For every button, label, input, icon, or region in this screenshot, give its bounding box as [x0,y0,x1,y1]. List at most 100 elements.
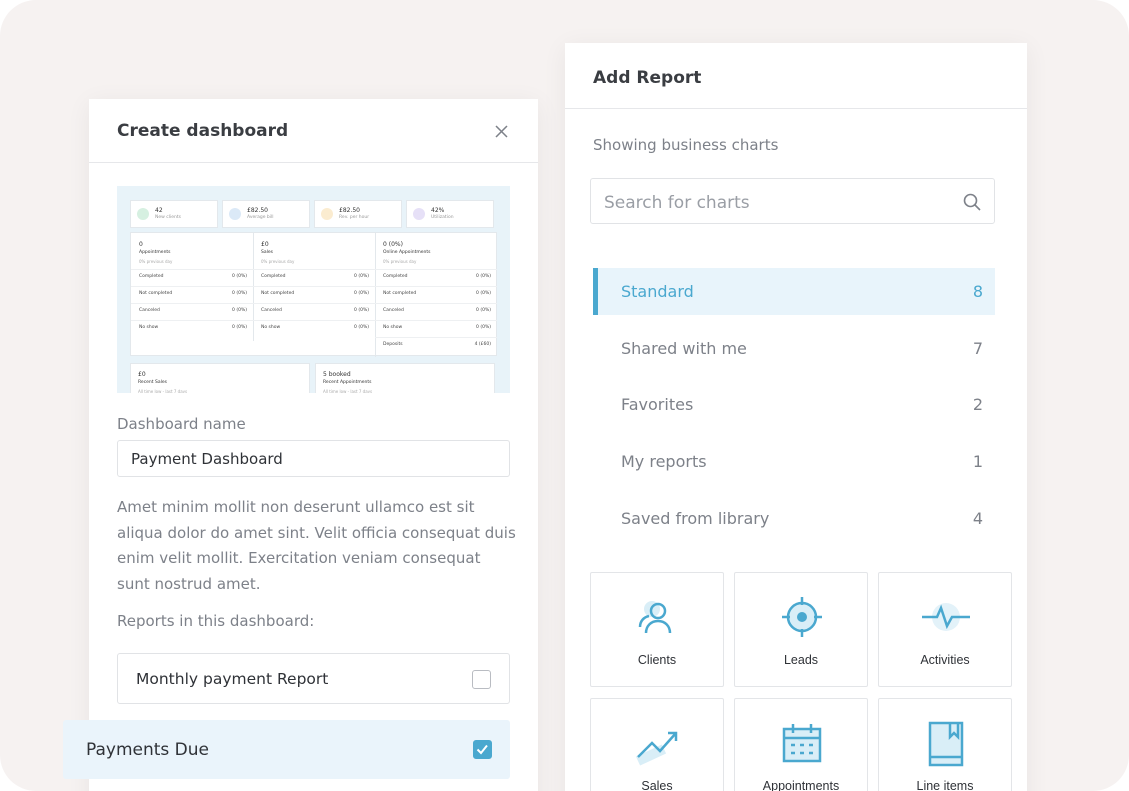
stat-label: New clients [155,215,181,220]
row-label: Not completed [383,291,417,296]
stat-value: £82.50 [247,207,268,214]
row-value: 0 (0%) [354,308,369,313]
stat-label: Average bill [247,215,274,220]
tile-icon [635,731,678,766]
col-divider [253,233,254,341]
col-title: Sales [261,250,273,255]
tile-label: Appointments [762,779,840,791]
category-item[interactable]: Shared with me 7 [593,325,995,372]
stat-label: Rev. per hour [339,215,370,220]
stat-icon [229,208,241,220]
row-divider [253,320,375,321]
row-divider [375,286,497,287]
tile-label: Line items [916,779,974,791]
stat-value: £82.50 [339,207,360,214]
category-item[interactable]: My reports 1 [593,438,995,485]
row-value: 0 (0%) [232,325,247,330]
row-divider [375,337,497,338]
field-label: Dashboard name [117,415,246,433]
tile-icon [922,603,970,631]
col-value: 0 (0%) [383,241,403,248]
row-label: Completed [383,274,408,279]
row-label: Canceled [383,308,404,313]
report-tile[interactable]: Appointments [734,698,868,791]
report-tile[interactable]: Line items [878,698,1012,791]
tile-label: Activities [920,653,970,667]
stat-card: £82.50 Rev. per hour [314,200,402,228]
tile-icon [638,601,672,634]
category-item[interactable]: Saved from library 4 [593,495,995,542]
search-input[interactable]: Search for charts [590,178,995,224]
name-input[interactable]: Payment Dashboard [117,440,510,477]
search-icon [963,193,981,211]
tile-icon [928,721,964,767]
report-tile[interactable]: Clients [590,572,724,687]
report-tile[interactable]: Leads [734,572,868,687]
row-value: 0 (0%) [232,274,247,279]
stat-value: 42 [155,207,163,214]
col-value: £0 [261,241,269,248]
recent-card: 5 booked Recent Appointments All time low … [315,363,495,393]
checkbox[interactable] [473,739,492,759]
row-value: 0 (0%) [354,291,369,296]
col-value: 0 [139,241,143,248]
category-name: Shared with me [621,338,747,358]
search-placeholder: Search for charts [604,193,750,213]
row-value: 0 (0%) [232,308,247,313]
reports-label: Reports in this dashboard: [117,612,315,630]
category-name: Favorites [621,395,694,415]
row-value: 0 (0%) [476,291,491,296]
row-value: 0 (0%) [232,291,247,296]
tile-icon [782,724,822,763]
checkbox[interactable] [472,669,491,689]
category-count: 7 [972,338,983,358]
category-item[interactable]: Standard 8 [593,268,995,315]
row-value: 0 (0%) [476,274,491,279]
report-row[interactable]: Monthly payment Report [117,653,510,704]
category-item[interactable]: Favorites 2 [593,381,995,428]
recent-sub: All time low - last 7 days [323,389,373,393]
recent-title: Recent Appointments [323,380,372,385]
panel-title: Create dashboard [117,121,289,141]
dashboard-preview: 42 New clients £82.50 Average bill £82.50 Rev… [117,186,510,393]
recent-card: £0 Recent Sales All time low - last 7 days [130,363,310,393]
row-label: Canceled [261,308,282,313]
description: Amet minim mollit non deserunt ullamco e… [117,498,516,593]
row-label: No show [383,325,403,330]
category-count: 2 [972,395,983,415]
close-button[interactable] [495,125,508,138]
col-sub: 0% previous day [261,259,295,264]
col-sub: 0% previous day [383,259,417,264]
category-name: Saved from library [621,508,770,528]
row-label: Deposits [383,342,403,347]
category-count: 8 [972,282,983,301]
stat-card: 42 New clients [130,200,218,228]
stat-icon [137,208,149,220]
row-value: 4 (£60) [474,342,491,347]
report-name: Payments Due [86,739,210,760]
row-label: Canceled [139,308,160,313]
divider [89,162,538,163]
input-value: Payment Dashboard [131,450,283,468]
report-tile[interactable]: Activities [878,572,1012,687]
report-row[interactable]: Payments Due [63,720,510,779]
row-divider [131,320,253,321]
stat-label: Utilization [431,215,454,220]
category-name: Standard [621,282,694,301]
row-label: Not completed [139,291,173,296]
row-value: 0 (0%) [354,325,369,330]
row-value: 0 (0%) [354,274,369,279]
row-value: 0 (0%) [476,325,491,330]
row-label: No show [139,325,159,330]
row-divider [375,320,497,321]
category-name: My reports [621,452,707,472]
col-title: Online Appointments [383,250,431,255]
tile-label: Clients [637,653,677,667]
row-divider [131,269,253,270]
col-title: Appointments [139,250,171,255]
stat-icon [413,208,425,220]
report-tile[interactable]: Sales [590,698,724,791]
row-divider [131,286,253,287]
panel-title: Add Report [593,68,702,88]
stat-card: £82.50 Average bill [222,200,310,228]
